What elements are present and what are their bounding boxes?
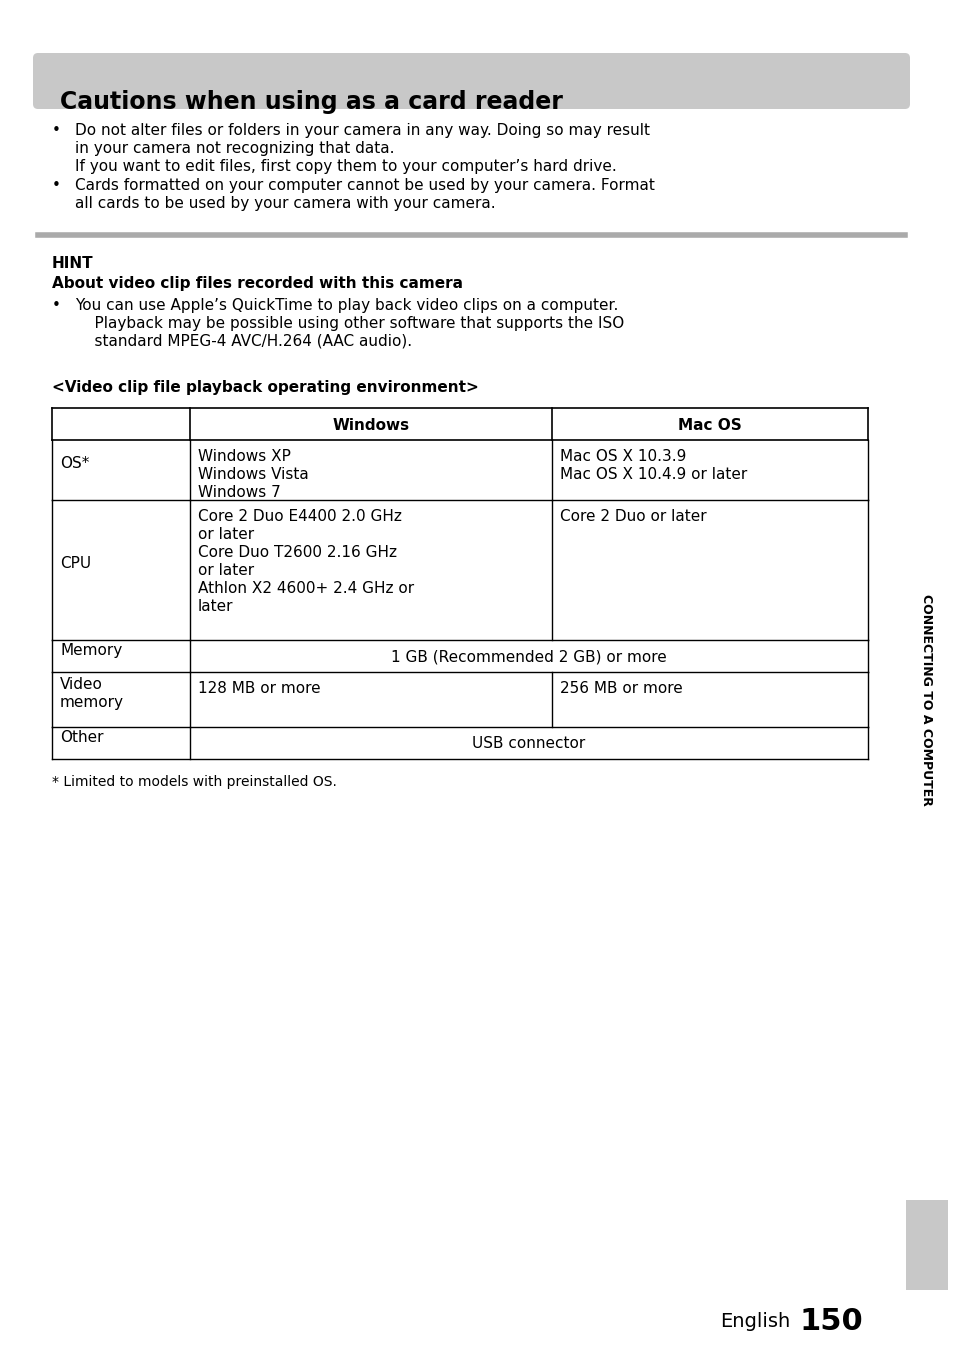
Text: CPU: CPU bbox=[60, 557, 91, 572]
Text: •: • bbox=[52, 299, 61, 313]
Text: Core 2 Duo E4400 2.0 GHz: Core 2 Duo E4400 2.0 GHz bbox=[198, 508, 401, 525]
Text: Playback may be possible using other software that supports the ISO: Playback may be possible using other sof… bbox=[75, 316, 623, 331]
Text: Core Duo T2600 2.16 GHz: Core Duo T2600 2.16 GHz bbox=[198, 545, 396, 560]
FancyBboxPatch shape bbox=[905, 1200, 947, 1290]
Text: Video
memory: Video memory bbox=[60, 678, 124, 710]
Text: Athlon X2 4600+ 2.4 GHz or: Athlon X2 4600+ 2.4 GHz or bbox=[198, 581, 414, 596]
Text: standard MPEG-4 AVC/H.264 (AAC audio).: standard MPEG-4 AVC/H.264 (AAC audio). bbox=[75, 334, 412, 348]
Text: Do not alter files or folders in your camera in any way. Doing so may result: Do not alter files or folders in your ca… bbox=[75, 122, 649, 139]
Text: Windows Vista: Windows Vista bbox=[198, 467, 309, 482]
Text: or later: or later bbox=[198, 564, 253, 578]
Text: Windows XP: Windows XP bbox=[198, 449, 291, 464]
Text: Core 2 Duo or later: Core 2 Duo or later bbox=[559, 508, 706, 525]
Text: all cards to be used by your camera with your camera.: all cards to be used by your camera with… bbox=[75, 196, 496, 211]
Text: OS*: OS* bbox=[60, 456, 90, 472]
Text: Mac OS: Mac OS bbox=[678, 418, 741, 433]
Text: Mac OS X 10.3.9: Mac OS X 10.3.9 bbox=[559, 449, 685, 464]
Text: HINT: HINT bbox=[52, 256, 93, 270]
Text: 150: 150 bbox=[800, 1307, 862, 1336]
Text: English: English bbox=[720, 1311, 789, 1332]
Text: Cards formatted on your computer cannot be used by your camera. Format: Cards formatted on your computer cannot … bbox=[75, 178, 654, 192]
Text: 256 MB or more: 256 MB or more bbox=[559, 681, 682, 695]
Text: 128 MB or more: 128 MB or more bbox=[198, 681, 320, 695]
Text: If you want to edit files, first copy them to your computer’s hard drive.: If you want to edit files, first copy th… bbox=[75, 159, 616, 174]
Text: * Limited to models with preinstalled OS.: * Limited to models with preinstalled OS… bbox=[52, 775, 336, 790]
Text: 1 GB (Recommended 2 GB) or more: 1 GB (Recommended 2 GB) or more bbox=[391, 650, 666, 664]
Text: •: • bbox=[52, 122, 61, 139]
Text: Cautions when using as a card reader: Cautions when using as a card reader bbox=[60, 90, 562, 114]
Text: About video clip files recorded with this camera: About video clip files recorded with thi… bbox=[52, 276, 462, 291]
Text: Windows 7: Windows 7 bbox=[198, 486, 280, 500]
FancyBboxPatch shape bbox=[33, 52, 909, 109]
Text: CONNECTING TO A COMPUTER: CONNECTING TO A COMPUTER bbox=[920, 594, 933, 806]
Text: or later: or later bbox=[198, 527, 253, 542]
Text: in your camera not recognizing that data.: in your camera not recognizing that data… bbox=[75, 141, 395, 156]
Text: USB connector: USB connector bbox=[472, 736, 585, 751]
Text: •: • bbox=[52, 178, 61, 192]
Text: You can use Apple’s QuickTime to play back video clips on a computer.: You can use Apple’s QuickTime to play ba… bbox=[75, 299, 618, 313]
Text: Mac OS X 10.4.9 or later: Mac OS X 10.4.9 or later bbox=[559, 467, 746, 482]
Text: Windows: Windows bbox=[332, 418, 409, 433]
Text: <Video clip file playback operating environment>: <Video clip file playback operating envi… bbox=[52, 381, 478, 395]
Text: Memory: Memory bbox=[60, 643, 122, 658]
Text: Other: Other bbox=[60, 729, 103, 745]
Text: later: later bbox=[198, 599, 233, 615]
